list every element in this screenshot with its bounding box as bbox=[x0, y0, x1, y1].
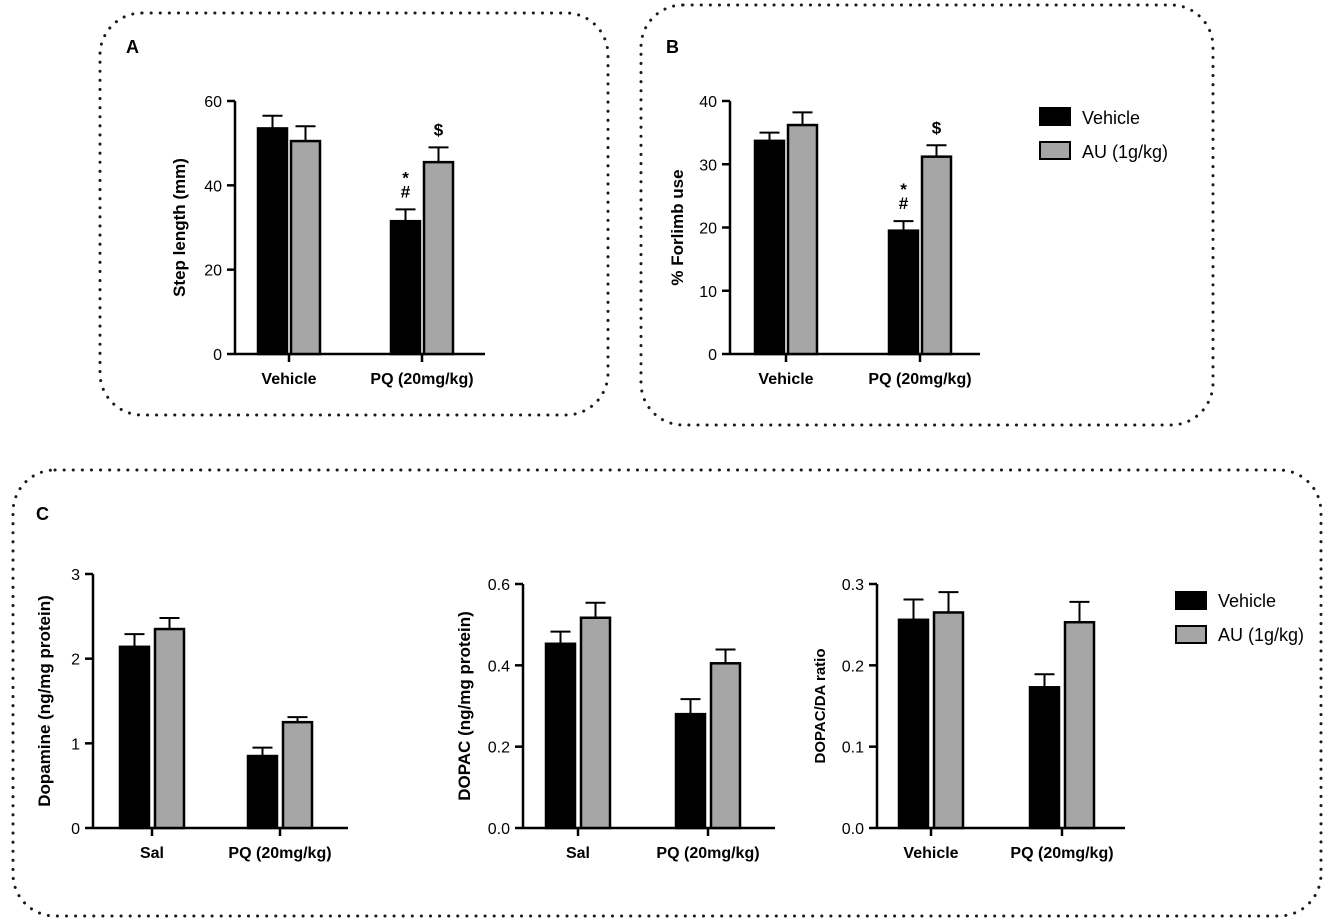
bar bbox=[389, 219, 422, 356]
legend-bottom-vehicle-label: Vehicle bbox=[1218, 591, 1276, 611]
y-tick-label: 0 bbox=[708, 347, 717, 364]
y-tick-label: 0.0 bbox=[842, 821, 864, 838]
panel-label-b: B bbox=[666, 37, 679, 57]
bar bbox=[920, 155, 953, 356]
chart-dopac: 0.0 0.2 0.4 0.6 DOPAC (ng/mg protein) Sal PQ (… bbox=[455, 577, 775, 862]
significance-mark: $ bbox=[434, 120, 444, 139]
bar bbox=[1028, 686, 1061, 830]
bar bbox=[887, 229, 920, 356]
bar bbox=[153, 627, 186, 830]
panel-b-border bbox=[639, 3, 1215, 427]
y-tick-label: 0.0 bbox=[488, 821, 510, 838]
x-tick-label: Vehicle bbox=[261, 371, 316, 388]
y-tick-label: 30 bbox=[699, 157, 717, 174]
bar bbox=[932, 611, 965, 830]
legend-top: Vehicle AU (1g/kg) bbox=[1039, 107, 1168, 162]
significance-mark: * bbox=[402, 168, 409, 187]
y-axis-label: Dopamine (ng/mg protein) bbox=[35, 595, 54, 807]
y-tick-label: 40 bbox=[699, 94, 717, 111]
bar bbox=[246, 754, 279, 830]
y-axis-label: DOPAC/DA ratio bbox=[812, 648, 829, 763]
y-axis-label: DOPAC (ng/mg protein) bbox=[455, 611, 474, 801]
bar bbox=[709, 662, 742, 830]
bar bbox=[544, 642, 577, 830]
chart-forelimb-use: 0 10 20 30 40 % Forlimb use Vehicle PQ (20mg/kg… bbox=[668, 94, 980, 388]
legend-bottom: Vehicle AU (1g/kg) bbox=[1175, 591, 1304, 645]
y-tick-label: 0.1 bbox=[842, 740, 864, 757]
panel-label-c: C bbox=[36, 504, 49, 524]
bar bbox=[289, 139, 322, 356]
x-tick-label: Sal bbox=[566, 845, 590, 862]
panel-label-a: A bbox=[126, 37, 139, 57]
x-tick-label: Sal bbox=[140, 845, 164, 862]
y-tick-label: 0.4 bbox=[488, 658, 510, 675]
x-tick-label: Vehicle bbox=[903, 845, 958, 862]
significance-mark: * bbox=[900, 180, 907, 199]
y-tick-label: 0.2 bbox=[842, 658, 864, 675]
y-tick-label: 0.2 bbox=[488, 740, 510, 757]
significance-mark: $ bbox=[932, 118, 942, 137]
y-tick-label: 60 bbox=[204, 94, 222, 111]
y-tick-label: 0 bbox=[71, 821, 80, 838]
chart-step-length: 0 20 40 60 Step length (mm) Vehicle PQ (20mg/k… bbox=[170, 94, 485, 388]
legend-top-vehicle-label: Vehicle bbox=[1082, 108, 1140, 128]
chart-dopac-da-ratio: 0.0 0.1 0.2 0.3 DOPAC/DA ratio Vehicle PQ (20m… bbox=[812, 577, 1125, 862]
bar bbox=[786, 123, 819, 356]
bar bbox=[118, 645, 151, 830]
x-tick-label: PQ (20mg/kg) bbox=[370, 371, 473, 388]
x-tick-label: Vehicle bbox=[758, 371, 813, 388]
y-tick-label: 2 bbox=[71, 652, 80, 669]
x-tick-label: PQ (20mg/kg) bbox=[1010, 845, 1113, 862]
legend-bottom-vehicle-swatch bbox=[1175, 591, 1207, 610]
bar bbox=[579, 616, 612, 830]
significance-mark: # bbox=[899, 194, 909, 213]
bar bbox=[422, 160, 455, 356]
bar bbox=[753, 139, 786, 356]
y-tick-label: 0.6 bbox=[488, 577, 510, 594]
chart-dopamine: 0 1 2 3 Dopamine (ng/mg protein) Sal PQ (20mg/… bbox=[35, 567, 348, 862]
y-tick-label: 0.3 bbox=[842, 577, 864, 594]
y-tick-label: 0 bbox=[213, 347, 222, 364]
y-tick-label: 40 bbox=[204, 178, 222, 195]
panel-c-border bbox=[11, 468, 1323, 918]
legend-top-vehicle-swatch bbox=[1039, 107, 1071, 126]
legend-top-au-swatch bbox=[1039, 141, 1071, 160]
y-axis-label: Step length (mm) bbox=[170, 158, 189, 297]
y-tick-label: 1 bbox=[71, 736, 80, 753]
bar bbox=[897, 618, 930, 830]
legend-bottom-au-label: AU (1g/kg) bbox=[1218, 625, 1304, 645]
y-tick-label: 20 bbox=[204, 263, 222, 280]
y-axis-label: % Forlimb use bbox=[668, 169, 687, 285]
legend-top-au-label: AU (1g/kg) bbox=[1082, 142, 1168, 162]
x-tick-label: PQ (20mg/kg) bbox=[868, 371, 971, 388]
significance-mark: # bbox=[401, 182, 411, 201]
x-tick-label: PQ (20mg/kg) bbox=[228, 845, 331, 862]
y-tick-label: 20 bbox=[699, 221, 717, 238]
legend-bottom-au-swatch bbox=[1175, 625, 1207, 644]
bar bbox=[256, 127, 289, 356]
bar bbox=[674, 712, 707, 830]
y-tick-label: 3 bbox=[71, 567, 80, 584]
bar bbox=[1063, 620, 1096, 830]
x-tick-label: PQ (20mg/kg) bbox=[656, 845, 759, 862]
bar bbox=[281, 720, 314, 830]
y-tick-label: 10 bbox=[699, 284, 717, 301]
